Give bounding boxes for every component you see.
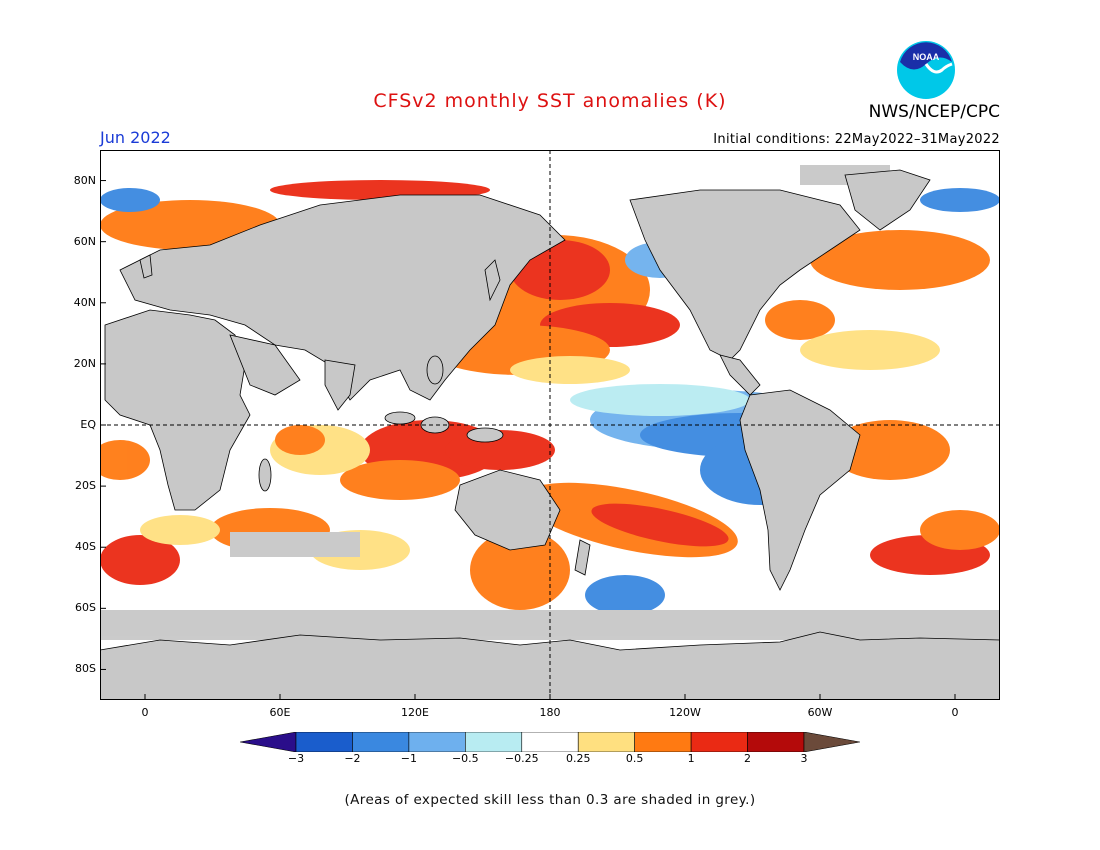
lat-tick-label: 80S	[75, 662, 96, 676]
colorbar-swatch	[465, 731, 523, 753]
colorbar-swatch	[295, 731, 353, 753]
colorbar-swatch	[408, 731, 466, 753]
chart-title: CFSv2 monthly SST anomalies (K)	[373, 90, 727, 112]
colorbar-level-label: −0.25	[504, 752, 539, 765]
reference-lines	[100, 150, 1000, 700]
sst-anomaly-map	[90, 150, 1001, 701]
lat-tick-label: 40N	[73, 295, 96, 309]
noaa-logo-icon: NOAA	[897, 41, 955, 99]
colorbar-level-label: 0.5	[625, 752, 644, 765]
map-frame	[100, 150, 1000, 700]
colorbar-swatch	[521, 731, 579, 753]
colorbar-swatch	[690, 731, 748, 753]
colorbar-swatch	[747, 731, 805, 753]
lat-tick-label: 60N	[73, 234, 96, 248]
initial-conditions: Initial conditions: 22May2022–31May2022	[713, 132, 1000, 147]
lat-tick-label: 80N	[73, 173, 96, 187]
colorbar-swatch	[634, 731, 692, 753]
footnote: (Areas of expected skill less than 0.3 a…	[344, 792, 756, 808]
lon-tick-label: 120W	[669, 706, 701, 719]
noaa-logo: NOAA	[896, 40, 956, 100]
lon-tick-label: 60E	[269, 706, 291, 719]
land	[99, 169, 1001, 701]
lat-tick-label: 60S	[75, 601, 96, 615]
map-canvas	[90, 150, 1001, 701]
colorbar-swatch	[352, 731, 410, 753]
colorbar-graphic	[239, 731, 861, 753]
lat-tick-label: 40S	[75, 540, 96, 554]
lon-tick-label: 0	[141, 706, 149, 719]
logo-text: NOAA	[913, 52, 940, 62]
colorbar-level-label: −0.5	[451, 752, 479, 765]
colorbar-min-triangle	[239, 731, 297, 753]
colorbar-level-label: −2	[344, 752, 361, 765]
lon-tick-label: 0	[951, 706, 959, 719]
month-label: Jun 2022	[100, 128, 171, 147]
agency-label: NWS/NCEP/CPC	[868, 102, 1000, 122]
lat-tick-label: 20N	[73, 356, 96, 370]
lat-tick-label: 20S	[75, 479, 96, 493]
colorbar-level-label: 0.25	[565, 752, 591, 765]
colorbar	[239, 731, 861, 753]
lat-tick-label: EQ	[80, 418, 96, 431]
lon-tick-label: 60W	[807, 706, 833, 719]
colorbar-level-label: −3	[287, 752, 305, 765]
lon-tick-label: 120E	[401, 706, 429, 719]
lon-tick-label: 180	[539, 706, 561, 719]
colorbar-level-label: 3	[800, 752, 808, 765]
colorbar-max-triangle	[803, 731, 861, 753]
colorbar-level-label: −1	[400, 752, 417, 765]
colorbar-level-label: 1	[687, 752, 695, 765]
colorbar-level-label: 2	[744, 752, 752, 765]
colorbar-swatch	[577, 731, 635, 753]
